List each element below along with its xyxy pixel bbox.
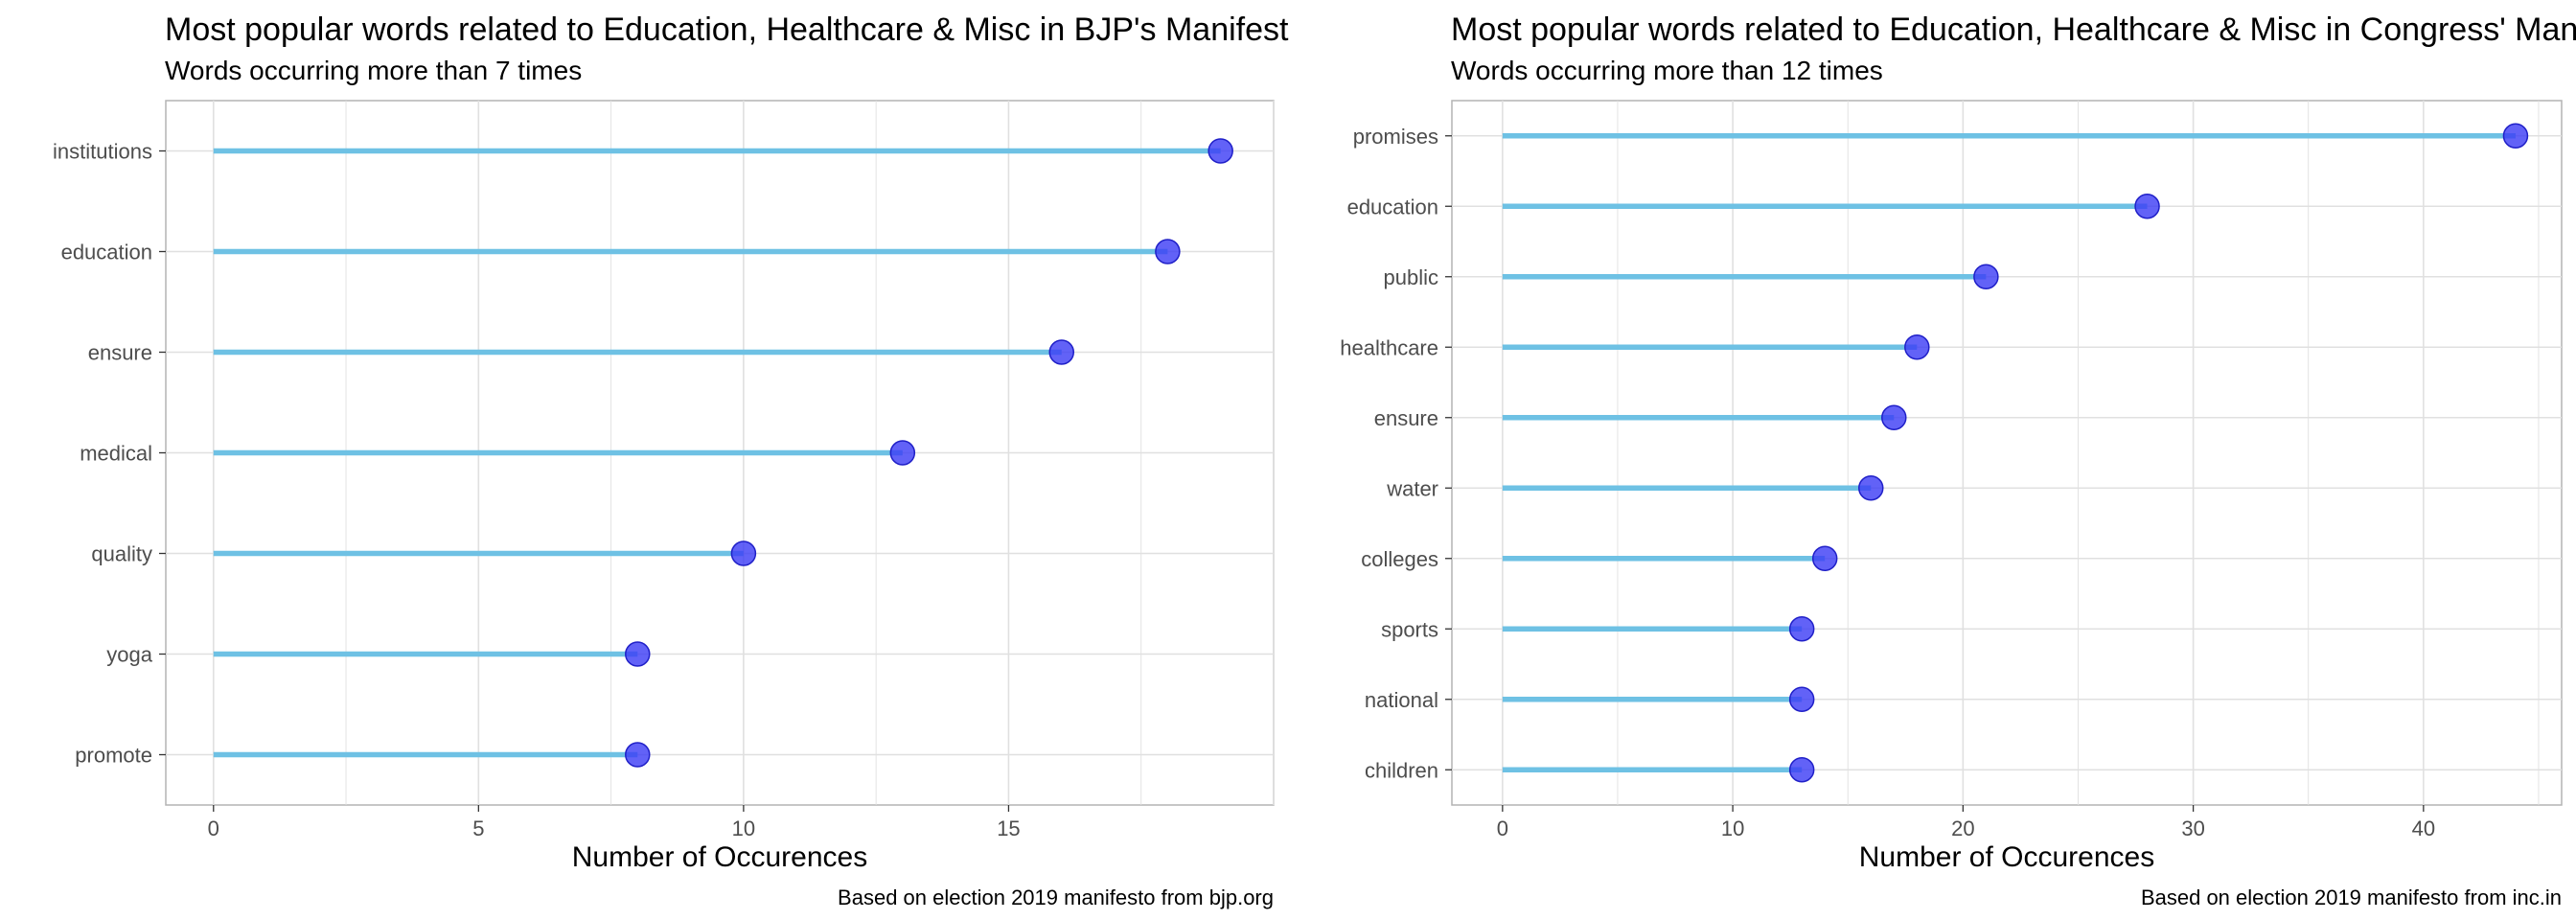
- lollipop-marks: [213, 138, 1233, 768]
- lollipop-dot: [1904, 334, 1930, 360]
- chart-subtitle: Words occurring more than 7 times: [165, 56, 582, 85]
- x-tick-label: 5: [472, 816, 484, 840]
- lollipop-dot: [1973, 264, 1999, 289]
- y-tick-label: promises: [1353, 125, 1438, 149]
- x-tick-label: 0: [208, 816, 219, 840]
- y-tick-label: water: [1386, 476, 1438, 500]
- y-tick-label: institutions: [53, 140, 152, 164]
- y-tick-label: quality: [91, 542, 152, 566]
- chart-caption: Based on election 2019 manifesto from bj…: [838, 886, 1274, 909]
- lollipop-dot: [2502, 123, 2529, 149]
- lollipop-dot: [625, 641, 651, 667]
- x-axis-label: Number of Occurences: [1859, 841, 2154, 873]
- lollipop-dot: [1788, 616, 1815, 642]
- y-tick-label: ensure: [1374, 406, 1438, 430]
- y-tick-labels: institutions education ensure medical qualit…: [53, 140, 166, 768]
- x-tick-label: 20: [1951, 816, 1974, 840]
- lollipop-dot: [1788, 686, 1815, 712]
- y-tick-label: yoga: [106, 643, 152, 667]
- bjp-chart-panel: Most popular words related to Education,…: [53, 12, 1306, 909]
- lollipop-dot: [1048, 339, 1075, 365]
- lollipop-marks: [1502, 123, 2529, 783]
- y-tick-label: education: [1347, 195, 1438, 218]
- x-tick-label: 40: [2412, 816, 2435, 840]
- x-tick-label: 15: [997, 816, 1020, 840]
- y-tick-label: education: [61, 241, 152, 264]
- y-tick-label: public: [1384, 265, 1438, 289]
- chart-subtitle: Words occurring more than 12 times: [1451, 56, 1883, 85]
- y-tick-label: sports: [1381, 617, 1438, 641]
- x-tick-label: 30: [2181, 816, 2204, 840]
- y-tick-label: colleges: [1361, 547, 1438, 571]
- chart-title: Most popular words related to Education,…: [1451, 12, 2576, 48]
- x-tick-label: 10: [732, 816, 755, 840]
- x-tick-label: 10: [1721, 816, 1744, 840]
- plot-frame: [1451, 100, 2563, 806]
- x-tick-labels: 0 10 20 30 40: [1497, 805, 2435, 840]
- lollipop-dot: [1881, 404, 1907, 430]
- lollipop-dot: [1155, 239, 1181, 264]
- lollipop-dot: [889, 440, 916, 466]
- y-tick-labels: promises education public healthcare ensure w…: [1340, 125, 1452, 782]
- congress-chart-panel: Most popular words related to Education,…: [1340, 12, 2576, 909]
- y-tick-label: promote: [75, 744, 152, 768]
- y-tick-label: children: [1365, 758, 1438, 782]
- lollipop-dot: [1811, 545, 1838, 571]
- x-tick-label: 0: [1497, 816, 1508, 840]
- y-tick-label: ensure: [88, 341, 152, 365]
- lollipop-dot: [2134, 194, 2160, 219]
- chart-caption: Based on election 2019 manifesto from in…: [2141, 886, 2562, 909]
- lollipop-dot: [1788, 757, 1815, 783]
- chart-title: Most popular words related to Education,…: [165, 12, 1306, 48]
- y-tick-label: medical: [80, 442, 152, 466]
- lollipop-dot: [625, 742, 651, 768]
- lollipop-dot: [730, 540, 757, 566]
- lollipop-dot: [1858, 475, 1884, 501]
- x-axis-label: Number of Occurences: [572, 841, 867, 873]
- y-tick-label: healthcare: [1340, 335, 1438, 359]
- y-tick-label: national: [1365, 688, 1438, 712]
- lollipop-dot: [1208, 138, 1233, 164]
- x-tick-labels: 0 5 10 15: [208, 805, 1021, 840]
